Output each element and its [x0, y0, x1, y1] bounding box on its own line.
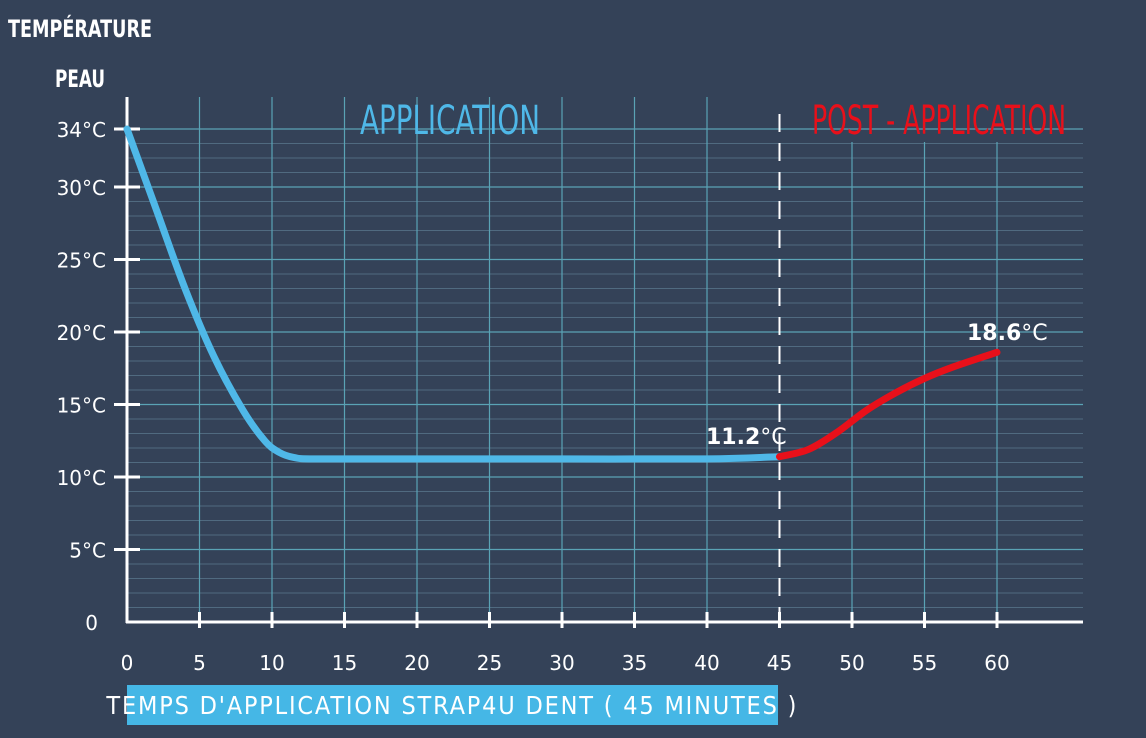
data-label-unit: °C	[760, 425, 786, 450]
data-label: 11.2°C	[706, 425, 787, 450]
x-tick-label: 5	[193, 651, 206, 675]
chart-labels: TEMPÉRATURE PEAU APPLICATION POST - APPL…	[8, 14, 1066, 450]
grid	[127, 97, 1083, 622]
series-lines	[123, 125, 1001, 463]
y-tick-label: 15°C	[57, 394, 106, 418]
xlabel-banner: TEMPS D'APPLICATION STRAP4U DENT ( 45 MI…	[107, 685, 797, 725]
ylabel-line-2: PEAU	[55, 65, 105, 93]
y-tick-label: 20°C	[57, 321, 106, 345]
ylabel-line-1: TEMPÉRATURE	[8, 14, 152, 43]
x-tick-label: 20	[404, 651, 429, 675]
x-tick-label: 10	[259, 651, 284, 675]
x-tick-label: 15	[332, 651, 357, 675]
phase-label-application: APPLICATION	[360, 98, 540, 144]
data-label-value: 18.6	[967, 321, 1021, 346]
axes: 05°C10°C15°C20°C25°C30°C34°C0 5 10 15 20 25 30…	[57, 97, 1083, 675]
data-label-value: 11.2	[706, 425, 760, 450]
y-tick-label: 10°C	[57, 466, 106, 490]
xlabel: TEMPS D'APPLICATION STRAP4U DENT ( 45 MI…	[106, 690, 799, 720]
y-tick-label: 5°C	[69, 539, 106, 563]
y-tick-label: 30°C	[57, 176, 106, 200]
x-tick-label: 40	[694, 651, 719, 675]
y-tick-label: 25°C	[57, 249, 106, 273]
x-tick-label: 45	[767, 651, 792, 675]
series-line-application	[123, 125, 783, 463]
y-tick-label: 34°C	[57, 118, 106, 142]
x-tick-label: 60	[984, 651, 1009, 675]
data-label-unit: °C	[1021, 321, 1047, 346]
x-tick-label: 35	[622, 651, 647, 675]
x-tick-label: 25	[477, 651, 502, 675]
data-label: 18.6°C	[967, 321, 1048, 346]
series-line-post-application	[776, 348, 1001, 461]
phase-label-post-application: POST - APPLICATION	[812, 98, 1066, 144]
x-tick-label: 0	[121, 651, 134, 675]
y-tick-label: 0	[85, 611, 98, 635]
x-tick-label: 50	[839, 651, 864, 675]
x-tick-label: 55	[912, 651, 937, 675]
x-tick-label: 30	[549, 651, 574, 675]
